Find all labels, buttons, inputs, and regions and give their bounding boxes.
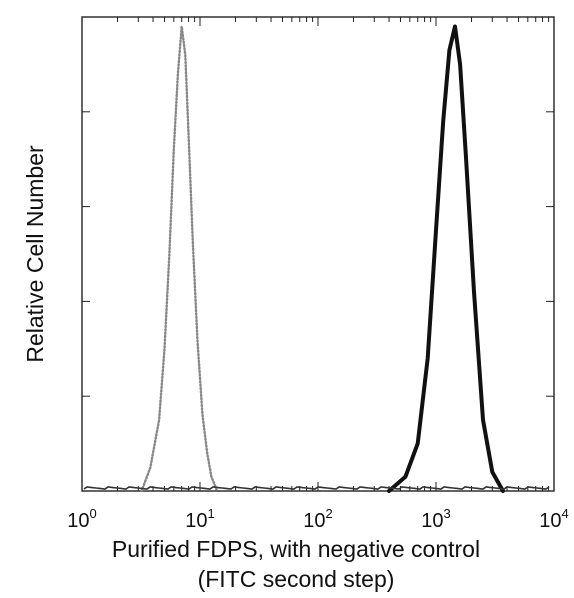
x-axis-title-line1: Purified FDPS, with negative control	[112, 536, 480, 562]
x-tick-label: 101	[185, 506, 214, 532]
x-tick-labels: 100 101 102 103 104	[67, 506, 568, 532]
baseline-noise	[83, 486, 550, 490]
x-tick-label: 102	[303, 506, 332, 532]
x-axis-title-line2: (FITC second step)	[198, 566, 395, 592]
fdps-series	[387, 24, 505, 493]
series-layer	[83, 24, 550, 493]
x-tick-label: 104	[539, 506, 568, 532]
x-tick-label: 103	[421, 506, 450, 532]
x-tick-label: 100	[67, 506, 96, 532]
y-axis-title: Relative Cell Number	[22, 145, 48, 363]
negative-control-series	[140, 25, 219, 493]
